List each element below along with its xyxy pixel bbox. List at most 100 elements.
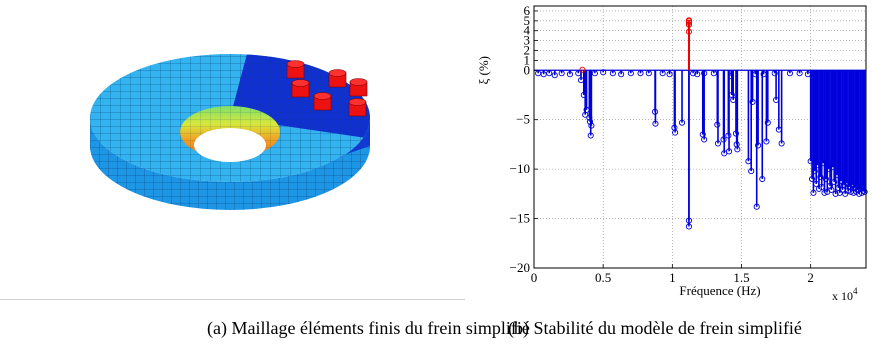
unstable-mode-point: [579, 66, 586, 73]
stable-mode-point: [814, 162, 821, 169]
stable-mode-point: [725, 132, 732, 139]
x-tick-label: 1.5: [733, 270, 749, 285]
stable-mode-point: [583, 106, 590, 113]
stable-mode-point: [755, 142, 762, 149]
stability-chart: 0 0.5 1 1.5 2 −20 −15 −10 −5 0 1 2 3 4 5 6 Fréquence (H…: [470, 0, 872, 305]
stable-mode-point: [710, 70, 717, 77]
brake-pads: [286, 60, 368, 117]
brake-disc-mesh-image: [90, 54, 371, 210]
stable-mode-point: [811, 168, 818, 175]
stable-mode-point: [685, 217, 692, 224]
stable-mode-point: [535, 70, 542, 77]
y-tick-label: 6: [524, 3, 531, 18]
stable-mode-point: [701, 70, 708, 77]
plot-frame: [533, 5, 867, 269]
stable-mode-point: [752, 71, 759, 78]
x-tick-label: 1: [669, 270, 676, 285]
stable-mode-point: [666, 71, 673, 78]
stable-mode-point: [831, 178, 838, 186]
x-tick-label: 0: [531, 270, 538, 285]
stable-mode-point: [577, 77, 585, 84]
stable-mode-point: [725, 148, 733, 155]
stable-mode-point: [813, 180, 820, 188]
y-axis-label: ξ (%): [476, 56, 491, 85]
stems-layer: [537, 20, 866, 227]
stable-mode-point: [694, 71, 701, 78]
stable-mode-point: [817, 173, 824, 181]
stable-mode-point: [829, 164, 836, 171]
y-tick-label: 3: [524, 33, 531, 48]
stable-mode-point: [651, 108, 659, 115]
stable-mode-point: [591, 70, 598, 77]
stable-mode-point: [826, 182, 834, 189]
stable-mode-point: [810, 189, 817, 196]
stable-mode-point: [820, 160, 827, 167]
panel-divider: [0, 299, 465, 300]
y-tick-label: −20: [510, 260, 530, 275]
stable-mode-point: [773, 96, 780, 103]
y-tick-label: 5: [524, 13, 531, 28]
x-tick-label: 0.5: [595, 270, 611, 285]
stable-mode-point: [732, 130, 740, 137]
stable-mode-point: [832, 190, 839, 197]
stable-mode-point: [749, 98, 756, 105]
pad-1: [286, 60, 305, 79]
pad-5: [313, 92, 332, 111]
stable-mode-point: [734, 146, 741, 153]
stable-mode-point: [645, 70, 652, 77]
stable-mode-point: [714, 140, 722, 147]
stable-mode-point: [828, 186, 835, 193]
unstable-mode-point: [685, 28, 692, 35]
stable-mode-point: [609, 70, 616, 77]
stable-mode-point: [786, 70, 793, 77]
stable-mode-point: [759, 175, 766, 183]
stable-mode-point: [720, 136, 727, 143]
stable-mode-point: [796, 70, 803, 77]
stable-mode-point: [551, 72, 558, 79]
stable-mode-point: [833, 172, 841, 179]
x-axis-label: Fréquence (Hz): [679, 283, 760, 298]
stable-mode-point: [586, 118, 594, 125]
stable-mode-point: [588, 122, 595, 129]
pad-6: [348, 98, 367, 117]
stable-mode-point: [546, 70, 553, 77]
stable-mode-point: [701, 136, 708, 143]
x-tick-label: 2: [807, 270, 814, 285]
unstable-mode-point: [685, 21, 692, 28]
stable-mode-point: [600, 69, 607, 76]
stable-mode-point: [745, 158, 752, 165]
stable-mode-point: [637, 70, 644, 77]
stable-mode-point: [843, 179, 850, 187]
stable-mode-point: [690, 70, 697, 77]
stable-mode-point: [714, 121, 721, 128]
stable-mode-point: [844, 187, 852, 194]
stable-mode-point: [778, 140, 785, 147]
stable-mode-point: [808, 175, 816, 183]
stable-mode-point: [566, 71, 574, 78]
stable-mode-point: [558, 70, 565, 77]
fe-mesh-figure: [0, 0, 462, 300]
stable-mode-point: [822, 175, 829, 183]
stable-mode-point: [540, 71, 547, 78]
pad-3: [291, 79, 310, 98]
stable-mode-point: [685, 223, 692, 230]
caption-b: (b) Stabilité du modèle de frein simplif…: [508, 318, 802, 338]
stable-mode-point: [587, 132, 594, 139]
stable-mode-point: [730, 96, 737, 103]
stable-mode-point: [586, 114, 593, 121]
disc-inner-hole: [194, 128, 266, 162]
stable-mode-point: [771, 70, 778, 77]
stable-mode-point: [728, 73, 735, 80]
y-tick-label: −5: [516, 112, 530, 127]
stable-mode-point: [861, 188, 868, 195]
stable-mode-point: [672, 129, 679, 136]
x-axis-multiplier: x 104: [832, 286, 858, 303]
stable-mode-point: [804, 71, 811, 78]
stable-mode-point: [838, 177, 845, 185]
stable-mode-point: [764, 119, 771, 126]
y-tick-label: −10: [510, 161, 530, 176]
stable-mode-point: [627, 70, 634, 77]
stable-mode-point: [807, 158, 814, 165]
